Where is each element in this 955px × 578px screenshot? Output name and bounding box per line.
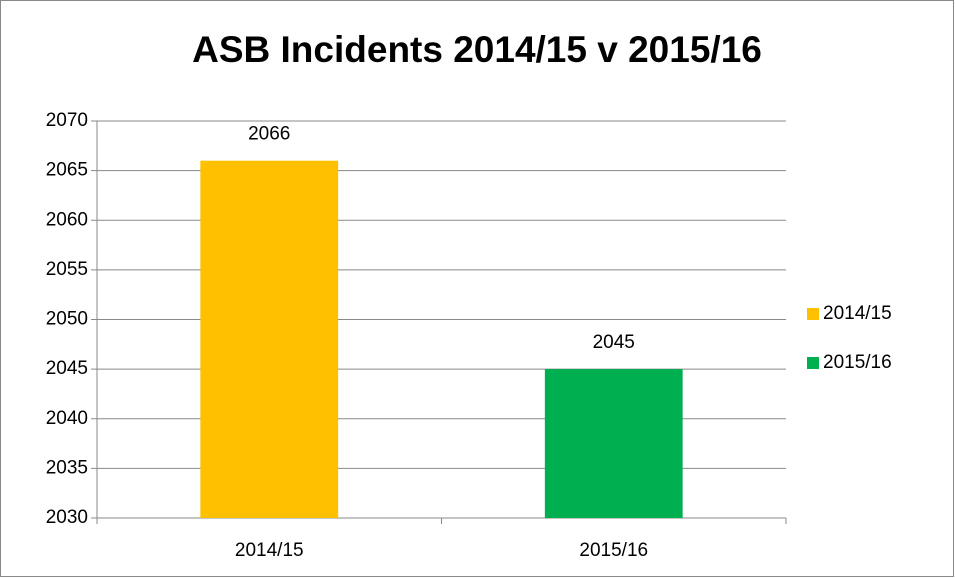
y-tick-label: 2030 — [46, 507, 88, 528]
data-label: 2045 — [593, 332, 635, 353]
data-label: 2066 — [248, 124, 290, 145]
legend-label: 2015/16 — [823, 352, 892, 373]
y-tick-label: 2055 — [46, 259, 88, 280]
y-tick-label: 2060 — [46, 209, 88, 230]
y-tick-label: 2040 — [46, 408, 88, 429]
x-tick-label: 2015/16 — [579, 540, 648, 561]
y-tick-label: 2045 — [46, 358, 88, 379]
y-tick-label: 2065 — [46, 160, 88, 181]
x-tick-label: 2014/15 — [235, 540, 304, 561]
legend-swatch — [807, 308, 819, 320]
legend-label: 2014/15 — [823, 303, 892, 324]
bar — [544, 369, 683, 518]
chart-title: ASB Incidents 2014/15 v 2015/16 — [192, 29, 762, 70]
y-tick-label: 2035 — [46, 457, 88, 478]
bar — [200, 160, 339, 518]
legend-swatch — [807, 357, 819, 369]
y-tick-label: 2050 — [46, 309, 88, 330]
y-tick-label: 2070 — [46, 110, 88, 131]
